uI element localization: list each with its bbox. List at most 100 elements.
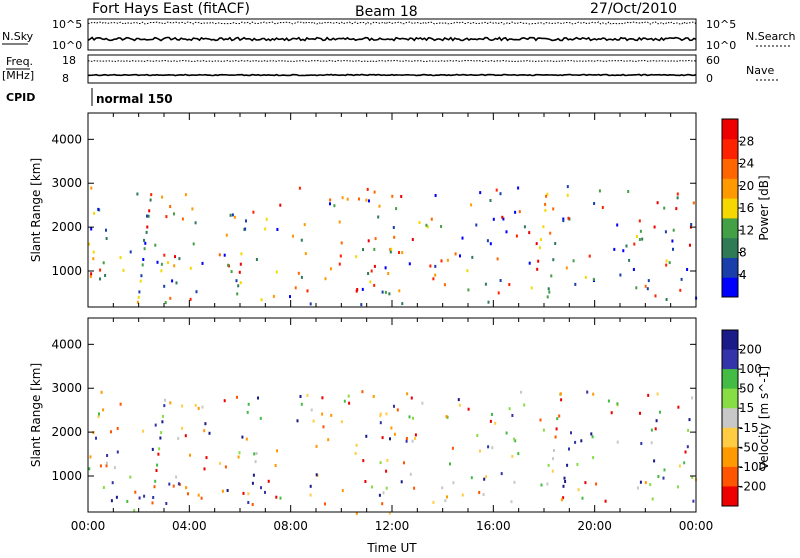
nave-trace (87, 59, 697, 63)
colorbar-tick-label: 28 (739, 134, 754, 148)
range-cell (264, 227, 267, 231)
range-cell (197, 493, 200, 497)
range-cell (218, 253, 221, 257)
range-cell (461, 493, 464, 497)
range-cell (361, 390, 364, 394)
range-cell (111, 481, 114, 485)
range-cell (324, 502, 326, 506)
range-cell (204, 422, 207, 426)
colorbar-swatch (722, 138, 738, 160)
range-cell (580, 439, 583, 443)
range-cell (584, 481, 587, 485)
range-cell (233, 215, 236, 219)
range-cell (159, 436, 162, 440)
nsearch-tick-top: 10^5 (706, 18, 736, 31)
range-cell (494, 421, 497, 425)
range-cell (560, 498, 563, 502)
range-cell (88, 242, 91, 246)
range-cell (588, 254, 591, 258)
range-cell (444, 499, 447, 503)
range-cell (499, 279, 502, 282)
range-cell (458, 403, 461, 407)
range-cell (514, 210, 517, 214)
colorbar-swatch (722, 466, 738, 487)
range-cell (142, 429, 145, 433)
range-cell (657, 475, 660, 478)
range-cell (552, 457, 554, 461)
range-cell (298, 186, 301, 190)
range-cell (330, 413, 333, 417)
nave-tick-top: 60 (706, 54, 720, 67)
colorbar-swatch (722, 369, 738, 390)
range-cell (247, 402, 250, 406)
range-cell (470, 476, 473, 480)
range-cell (426, 225, 429, 229)
range-cell (160, 262, 163, 266)
power-panel: 1000 2000 3000 4000 Slant Range [km] (29, 112, 698, 308)
colorbar-swatch (722, 119, 738, 140)
colorbar-swatch (722, 388, 738, 409)
range-cell (175, 475, 178, 479)
range-cell (538, 246, 541, 250)
range-cell (487, 445, 490, 449)
colorbar-swatch (722, 427, 738, 448)
colorbar-tick-label: 15 (739, 401, 754, 415)
range-cell (223, 253, 226, 257)
range-cell (644, 284, 647, 288)
range-cell (161, 420, 164, 424)
range-cell (201, 261, 204, 265)
power-colorbar: 4 8 12 16 20 24 28 Power [dB] (721, 118, 771, 298)
range-cell (412, 416, 414, 420)
range-cell (554, 242, 557, 245)
range-cell (592, 392, 595, 396)
station-title: Fort Hays East (fitACF) (92, 1, 250, 17)
range-cell (562, 496, 565, 500)
range-cell (639, 411, 641, 415)
range-cell (189, 453, 191, 457)
range-cell (299, 395, 302, 398)
range-cell (309, 493, 312, 497)
colorbar-tick-label: 8 (739, 246, 747, 260)
range-cell (671, 239, 674, 243)
range-cell (154, 423, 157, 427)
range-cell (549, 231, 552, 235)
range-cell (568, 447, 570, 451)
velocity-colorbar-ticks: 200 100 50 15 -15 -50 -100 -200 (738, 343, 766, 493)
range-cell (361, 287, 364, 291)
range-cell (432, 277, 435, 281)
range-cell (590, 432, 593, 436)
range-cell (181, 426, 184, 430)
range-cell (373, 190, 376, 194)
range-cell (340, 241, 343, 245)
range-cell (378, 204, 381, 208)
range-cell (479, 191, 482, 195)
range-cell (142, 258, 145, 261)
colorbar-swatch (722, 237, 738, 258)
range-cell (129, 475, 132, 479)
range-cell (292, 234, 294, 238)
colorbar-swatch (722, 408, 738, 429)
power-ylabel: Slant Range [km] (29, 158, 43, 262)
range-cell (113, 466, 116, 470)
range-cell (149, 198, 152, 202)
range-cell (514, 439, 517, 443)
range-cell (467, 288, 470, 292)
range-cell (177, 482, 180, 486)
range-cell (641, 237, 644, 241)
range-cell (556, 417, 559, 421)
range-cell (306, 289, 309, 293)
range-cell (639, 480, 642, 484)
range-cell (253, 452, 256, 456)
range-cell (567, 216, 570, 220)
range-cell (459, 254, 461, 258)
range-cell (475, 223, 478, 227)
range-cell (153, 485, 156, 489)
range-cell (489, 242, 492, 246)
range-cell (677, 485, 679, 489)
range-cell (552, 207, 555, 211)
range-cell (365, 434, 368, 438)
range-cell (530, 286, 533, 290)
range-cell (370, 269, 373, 273)
range-cell (692, 499, 695, 503)
range-cell (560, 398, 563, 402)
